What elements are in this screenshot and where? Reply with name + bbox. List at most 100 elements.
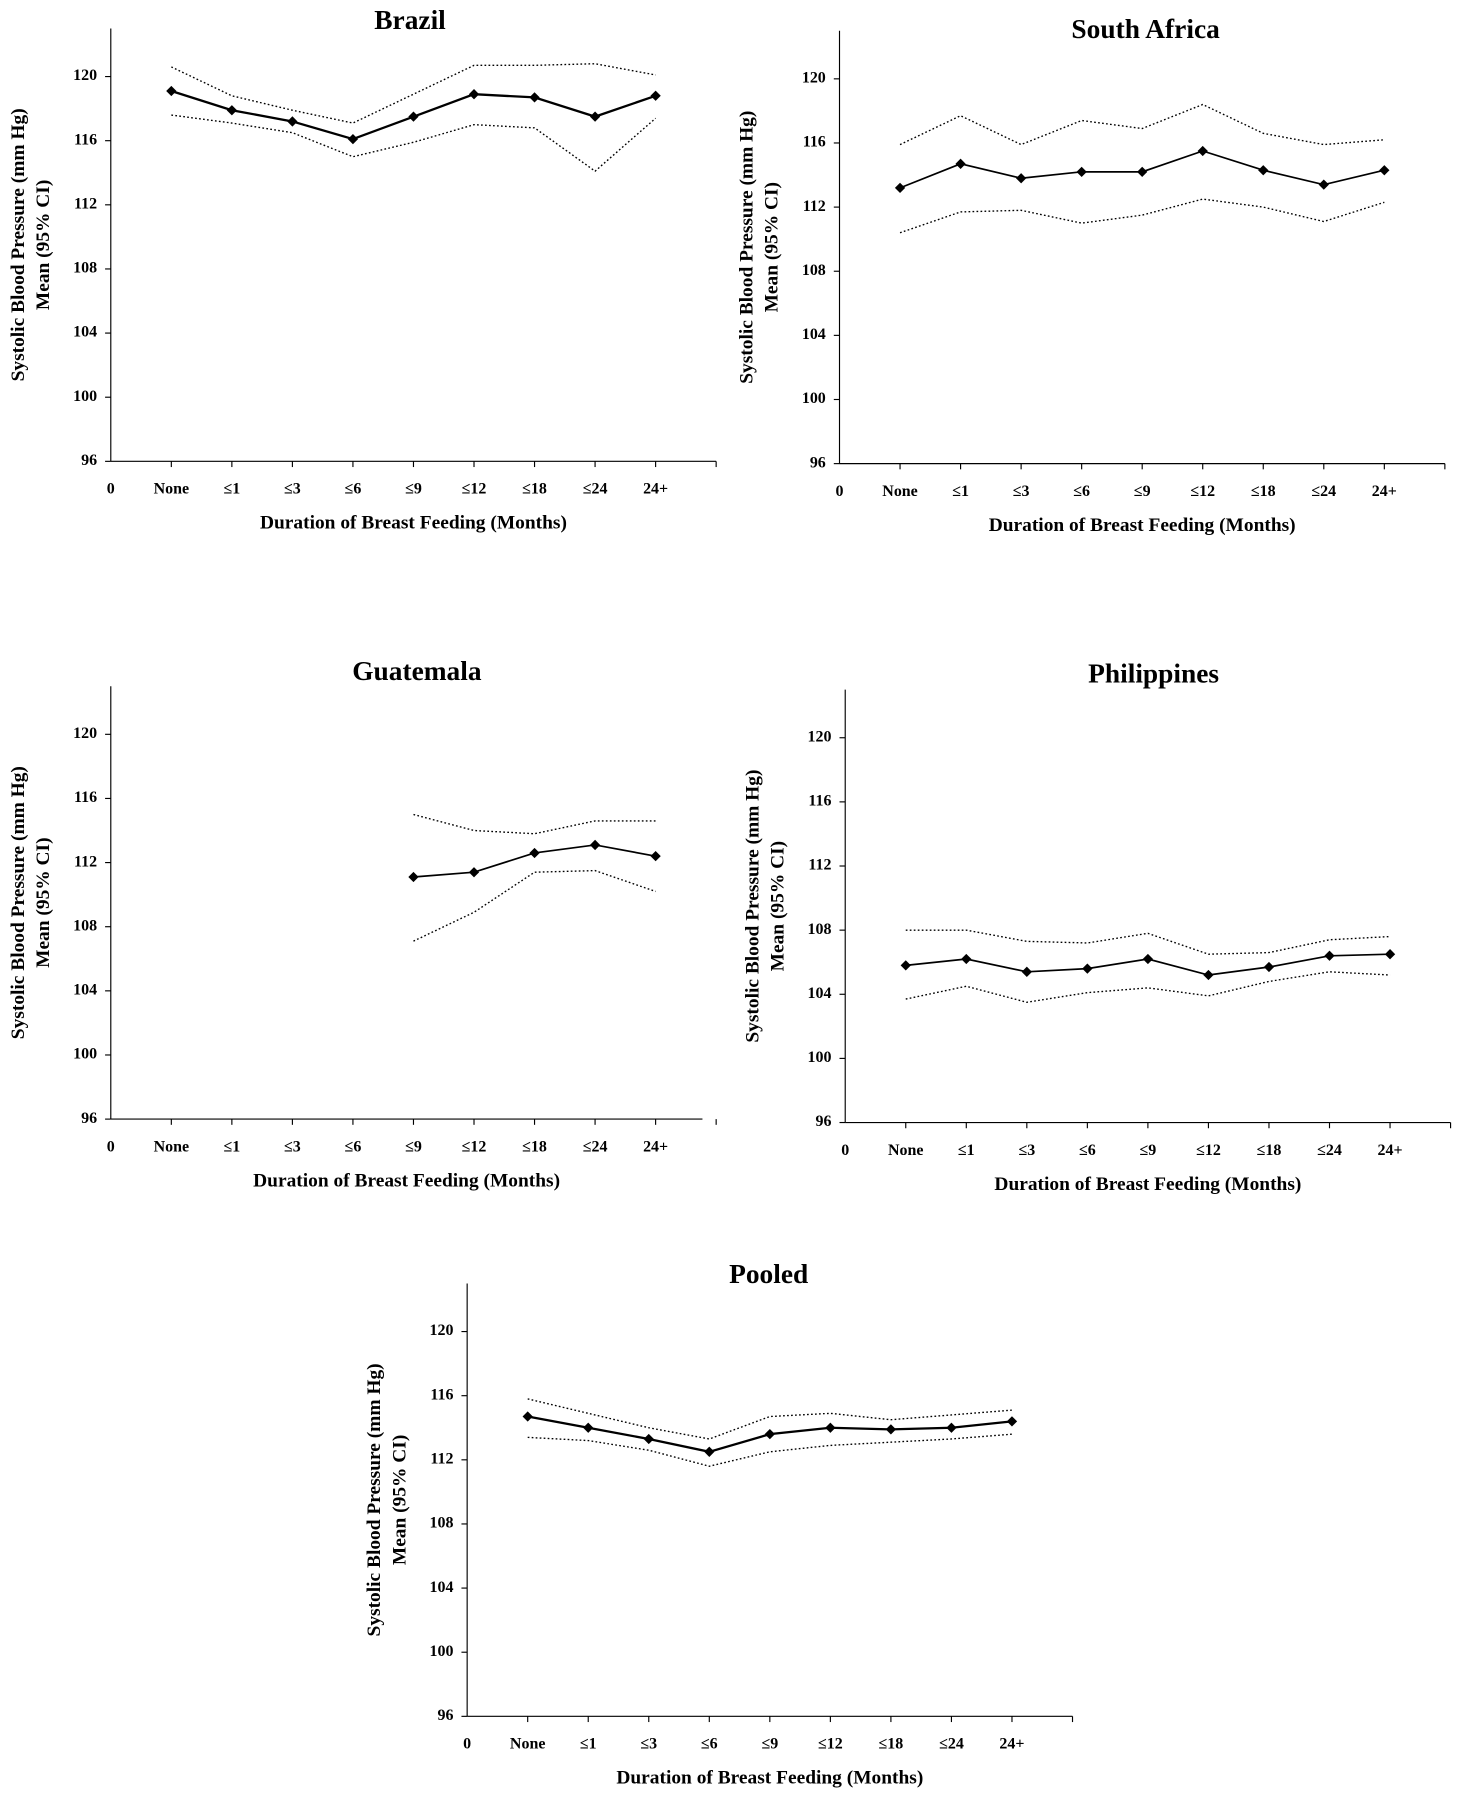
y-tick-label: 112 bbox=[74, 853, 97, 870]
panel: Guatemala 96 100 104 108 112 116 120 0 None ≤1 ≤3 ≤6… bbox=[8, 656, 717, 1191]
x-tick-label: 0 bbox=[841, 1142, 849, 1159]
x-tick-label: ≤3 bbox=[284, 481, 301, 498]
marker bbox=[166, 85, 177, 97]
x-tick-label: ≤24 bbox=[583, 481, 608, 498]
x-tick-label: 24+ bbox=[643, 1138, 668, 1155]
x-tick-label: ≤3 bbox=[640, 1736, 657, 1753]
x-tick-label: ≤9 bbox=[1134, 483, 1151, 500]
marker bbox=[1379, 165, 1390, 176]
x-tick-label: ≤24 bbox=[1311, 483, 1336, 500]
x-tick-label: ≤12 bbox=[462, 481, 487, 498]
x-tick-label: ≤18 bbox=[1251, 483, 1276, 500]
y-tick-label: 96 bbox=[810, 454, 826, 471]
marker bbox=[468, 89, 480, 100]
marker bbox=[650, 851, 661, 862]
x-tick-label: ≤18 bbox=[1257, 1142, 1282, 1159]
chart-title: Philippines bbox=[1088, 658, 1219, 688]
y-tick-label: 112 bbox=[74, 195, 97, 212]
marker bbox=[1324, 950, 1335, 961]
y-tick-label: 116 bbox=[808, 793, 831, 810]
marker bbox=[955, 158, 966, 169]
marker bbox=[468, 867, 480, 878]
x-tick-label: ≤12 bbox=[1196, 1142, 1221, 1159]
chart-title: South Africa bbox=[1071, 14, 1220, 44]
y-tick-label: 104 bbox=[73, 982, 97, 999]
x-tick-label: ≤12 bbox=[462, 1138, 487, 1155]
y-tick-label: 120 bbox=[429, 1322, 453, 1339]
x-axis-title: Duration of Breast Feeding (Months) bbox=[260, 513, 567, 534]
x-tick-label: ≤6 bbox=[345, 481, 362, 498]
x-tick-label: 24+ bbox=[643, 481, 668, 498]
panel: Philippines 96 100 104 108 112 116 120 0 None ≤1 ≤3… bbox=[742, 658, 1452, 1195]
chart-title: Pooled bbox=[729, 1259, 808, 1289]
x-tick-label: None bbox=[154, 481, 190, 498]
y-tick-label: 108 bbox=[429, 1515, 453, 1532]
y-tick-label: 100 bbox=[73, 388, 97, 405]
y-tick-label: 104 bbox=[802, 326, 826, 343]
ci-line bbox=[413, 869, 656, 942]
ci-line bbox=[171, 114, 657, 173]
x-tick-label: 0 bbox=[463, 1736, 471, 1753]
y-tick-label: 100 bbox=[73, 1046, 97, 1063]
y-tick-label: 116 bbox=[803, 134, 826, 151]
ci-line bbox=[905, 971, 1391, 1003]
marker bbox=[825, 1422, 836, 1433]
x-tick-label: ≤3 bbox=[1013, 483, 1030, 500]
y-axis-title: Mean (95% CI) bbox=[33, 180, 54, 310]
marker bbox=[1258, 165, 1269, 176]
x-tick-label: None bbox=[888, 1142, 924, 1159]
y-tick-label: 108 bbox=[73, 260, 97, 277]
x-tick-label: ≤9 bbox=[405, 481, 422, 498]
marker bbox=[583, 1422, 594, 1433]
x-axis-title: Duration of Breast Feeding (Months) bbox=[994, 1174, 1301, 1195]
y-axis-title: Mean (95% CI) bbox=[33, 837, 54, 967]
marker bbox=[885, 1424, 897, 1435]
x-axis-title: Duration of Breast Feeding (Months) bbox=[253, 1170, 560, 1191]
ci-line bbox=[899, 103, 1385, 146]
ci-line bbox=[527, 1398, 1013, 1440]
marker bbox=[650, 90, 661, 101]
x-tick-label: ≤24 bbox=[583, 1138, 608, 1155]
y-axis-title: Systolic Blood Pressure (mm Hg) bbox=[8, 108, 29, 381]
y-tick-label: 104 bbox=[73, 324, 97, 341]
x-tick-label: 0 bbox=[107, 1138, 115, 1155]
y-tick-label: 120 bbox=[73, 725, 97, 742]
marker bbox=[408, 111, 419, 122]
y-tick-label: 104 bbox=[808, 985, 832, 1002]
marker bbox=[1142, 953, 1154, 965]
x-tick-label: ≤12 bbox=[818, 1736, 843, 1753]
marker bbox=[589, 839, 601, 851]
marker bbox=[1082, 963, 1093, 974]
x-tick-label: 24+ bbox=[1372, 483, 1397, 500]
marker bbox=[226, 105, 238, 116]
y-tick-label: 96 bbox=[81, 1110, 97, 1127]
marker bbox=[704, 1446, 715, 1457]
ci-line bbox=[527, 1433, 1013, 1467]
ci-line bbox=[413, 813, 656, 835]
y-axis-title: Mean (95% CI) bbox=[767, 841, 788, 971]
y-axis-title: Systolic Blood Pressure (mm Hg) bbox=[737, 111, 758, 384]
x-tick-label: None bbox=[154, 1138, 190, 1155]
marker bbox=[961, 953, 972, 965]
y-tick-label: 108 bbox=[802, 262, 826, 279]
y-tick-label: 108 bbox=[73, 917, 97, 934]
y-tick-label: 104 bbox=[429, 1579, 453, 1596]
x-tick-label: ≤1 bbox=[223, 481, 240, 498]
x-tick-label: ≤3 bbox=[284, 1138, 301, 1155]
ci-line bbox=[899, 198, 1385, 234]
x-tick-label: ≤1 bbox=[580, 1736, 597, 1753]
chart-title: Guatemala bbox=[352, 656, 482, 686]
marker bbox=[764, 1429, 775, 1440]
marker bbox=[287, 116, 298, 127]
x-tick-label: ≤18 bbox=[522, 481, 547, 498]
marker bbox=[1021, 966, 1032, 977]
y-tick-label: 96 bbox=[81, 452, 97, 469]
x-tick-label: ≤9 bbox=[405, 1138, 422, 1155]
marker bbox=[1076, 166, 1087, 177]
panel: Brazil 96 100 104 108 112 116 120 0 None ≤1 ≤3 ≤6 ≤9 ≤… bbox=[8, 5, 717, 534]
ci-line bbox=[905, 929, 1391, 955]
chart-title: Brazil bbox=[374, 5, 446, 35]
x-tick-label: ≤6 bbox=[1073, 483, 1090, 500]
marker bbox=[347, 133, 359, 145]
x-axis-title: Duration of Breast Feeding (Months) bbox=[989, 515, 1296, 536]
